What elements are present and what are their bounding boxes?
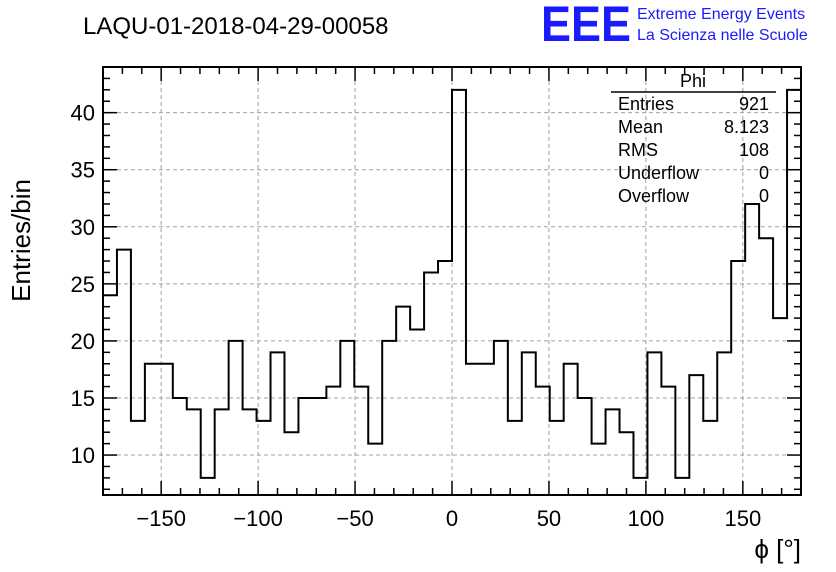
y-tick-label: 15 [71,386,95,411]
eee-logo: EEE Extreme Energy Events La Scienza nel… [541,0,808,52]
stats-box: Phi Entries 921 Mean 8.123 RMS 108 Underflow 0 O… [611,71,776,206]
y-tick-labels: 10 15 20 25 30 35 40 [71,101,95,468]
eee-logo-mark: EEE [541,0,631,52]
histogram-line [102,88,802,495]
x-tick-labels: −150 −100 −50 0 50 100 150 [136,506,761,531]
y-tick-label: 35 [71,158,95,183]
stats-label: Overflow [618,186,690,206]
stats-value: 0 [759,186,769,206]
stats-label: RMS [618,140,658,160]
y-tick-label: 20 [71,329,95,354]
x-tick-label: 100 [628,506,665,531]
logo-line-1: Extreme Energy Events [637,6,805,23]
x-tick-label: 150 [724,506,761,531]
axis-ticks [102,66,802,495]
x-axis-title: ϕ [°] [754,534,801,564]
y-tick-label: 30 [71,215,95,240]
x-tick-label: −150 [136,506,186,531]
stats-title: Phi [680,71,706,91]
stats-value: 921 [739,94,769,114]
y-axis-title: Entries/bin [6,179,36,302]
stats-label: Mean [618,117,663,137]
x-tick-label: 50 [537,506,561,531]
x-tick-label: −100 [233,506,283,531]
x-tick-label: −50 [336,506,373,531]
stats-label: Entries [618,94,674,114]
y-tick-label: 40 [71,101,95,126]
logo-line-2: La Scienza nelle Scuole [637,27,808,44]
stats-value: 8.123 [724,117,769,137]
stats-value: 108 [739,140,769,160]
y-tick-label: 25 [71,272,95,297]
stats-value: 0 [759,163,769,183]
stats-label: Underflow [618,163,700,183]
chart-title: LAQU-01-2018-04-29-00058 [83,13,389,40]
x-tick-label: 0 [446,506,458,531]
y-tick-label: 10 [71,443,95,468]
